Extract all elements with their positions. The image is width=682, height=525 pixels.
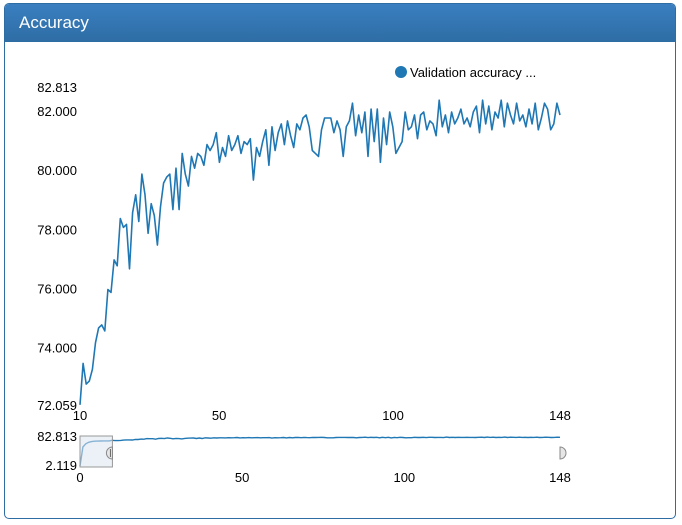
navigator-x-tick-label: 148 xyxy=(549,470,571,485)
x-tick-label: 10 xyxy=(73,408,87,423)
x-tick-label: 148 xyxy=(549,408,571,423)
navigator-x-tick-label: 50 xyxy=(235,470,249,485)
x-tick-label: 100 xyxy=(382,408,404,423)
y-tick-label: 78.000 xyxy=(37,222,77,237)
y-tick-label: 72.059 xyxy=(37,398,77,413)
legend[interactable]: Validation accuracy ... xyxy=(395,65,536,80)
y-tick-label: 82.000 xyxy=(37,104,77,119)
y-tick-label: 80.000 xyxy=(37,163,77,178)
panel-title: Accuracy xyxy=(5,4,675,42)
series-line-validation-accuracy xyxy=(79,99,561,405)
navigator-x-tick-label: 100 xyxy=(393,470,415,485)
navigator-right-handle[interactable] xyxy=(559,446,567,460)
navigator-left-handle[interactable] xyxy=(105,446,113,460)
x-tick-label: 50 xyxy=(212,408,226,423)
navigator-y-min-label: 2.119 xyxy=(45,458,77,473)
legend-label: Validation accuracy ... xyxy=(410,65,536,80)
navigator-series-line xyxy=(79,436,561,467)
navigator-y-max-label: 82.813 xyxy=(37,429,77,444)
y-tick-label: 82.813 xyxy=(37,80,77,95)
navigator-x-tick-label: 0 xyxy=(76,470,83,485)
handle-shape xyxy=(559,446,567,460)
accuracy-panel: Accuracy xyxy=(4,3,676,519)
y-tick-label: 74.000 xyxy=(37,341,77,356)
y-tick-label: 76.000 xyxy=(37,281,77,296)
legend-marker xyxy=(395,66,407,78)
